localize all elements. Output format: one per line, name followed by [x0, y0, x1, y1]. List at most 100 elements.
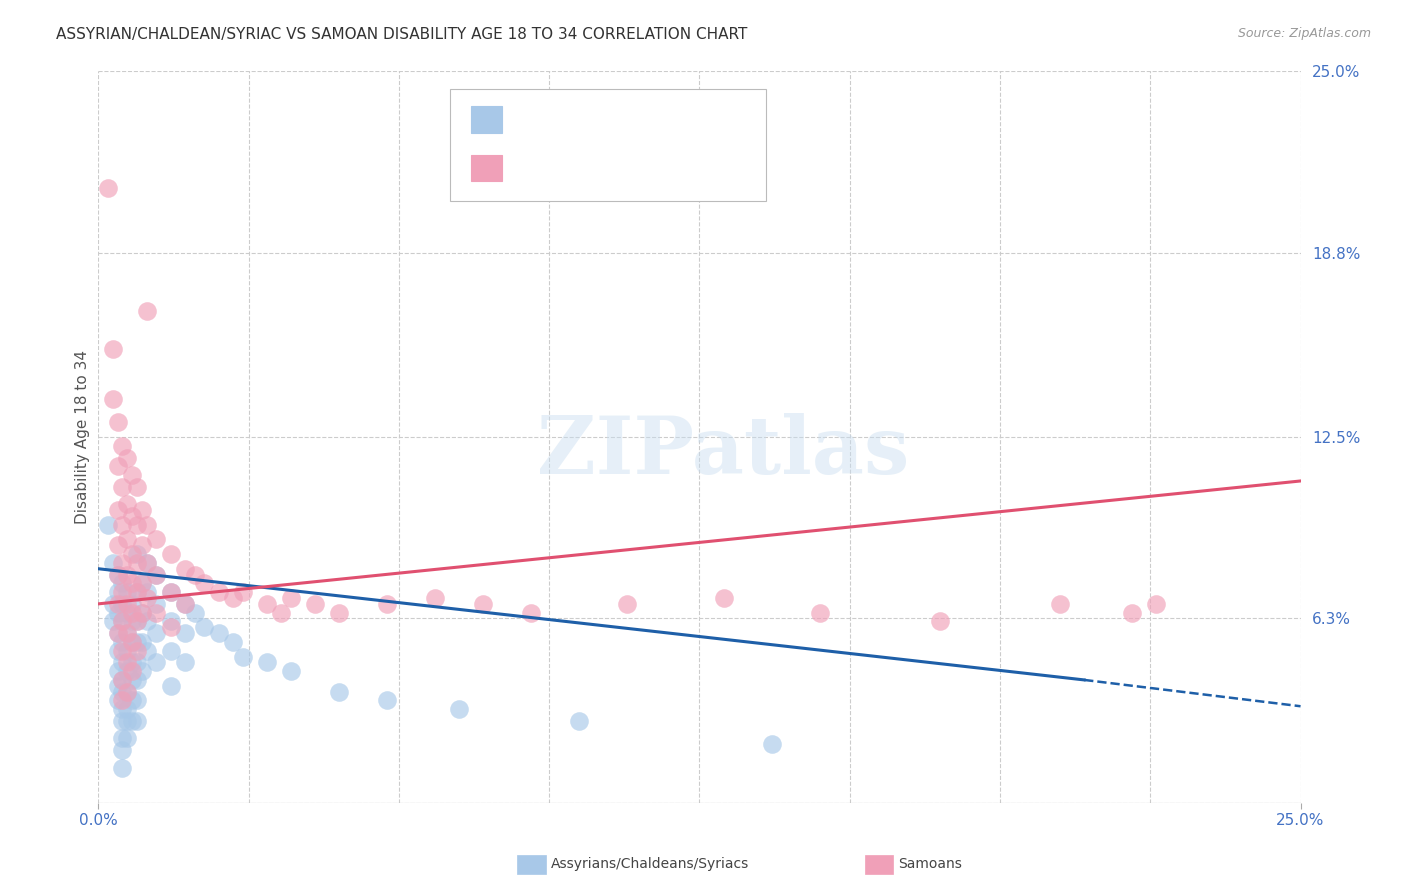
Point — [131, 606, 153, 620]
Point — [222, 591, 245, 605]
Point — [121, 714, 143, 728]
Point — [111, 439, 134, 453]
Point — [117, 450, 139, 465]
Point — [145, 597, 167, 611]
Point — [117, 684, 139, 698]
Point — [121, 576, 143, 591]
Point — [111, 731, 134, 746]
Point — [111, 761, 134, 775]
Point — [125, 643, 148, 657]
Point — [174, 626, 197, 640]
Point — [121, 547, 143, 561]
Point — [111, 597, 134, 611]
Point — [107, 626, 129, 640]
Point — [117, 656, 139, 670]
Point — [121, 635, 143, 649]
Point — [111, 585, 134, 599]
Text: -0.257: -0.257 — [553, 112, 610, 128]
Point — [111, 743, 134, 757]
Text: R =: R = — [513, 161, 548, 176]
Point — [101, 556, 124, 570]
Point — [222, 635, 245, 649]
Point — [111, 643, 134, 657]
Point — [159, 547, 181, 561]
Point — [125, 635, 148, 649]
Point — [111, 517, 134, 532]
Point — [111, 684, 134, 698]
Point — [256, 656, 278, 670]
Point — [107, 459, 129, 474]
Point — [131, 606, 153, 620]
Point — [159, 615, 181, 629]
Point — [131, 635, 153, 649]
Point — [111, 714, 134, 728]
Text: N =: N = — [623, 161, 659, 176]
Point — [107, 567, 129, 582]
Point — [125, 615, 148, 629]
Point — [472, 597, 495, 611]
Point — [808, 606, 831, 620]
Point — [107, 416, 129, 430]
Point — [375, 597, 398, 611]
Point — [125, 693, 148, 707]
Point — [125, 585, 148, 599]
Point — [121, 693, 143, 707]
Point — [159, 620, 181, 634]
Point — [117, 567, 139, 582]
Point — [107, 643, 129, 657]
Point — [117, 585, 139, 599]
Point — [117, 606, 139, 620]
Point — [117, 684, 139, 698]
Point — [125, 585, 148, 599]
Point — [125, 556, 148, 570]
Point — [125, 673, 148, 687]
Point — [111, 673, 134, 687]
Point — [159, 643, 181, 657]
Point — [107, 606, 129, 620]
Text: Source: ZipAtlas.com: Source: ZipAtlas.com — [1237, 27, 1371, 40]
Point — [117, 664, 139, 678]
Point — [131, 503, 153, 517]
Point — [121, 606, 143, 620]
Point — [135, 643, 157, 657]
Point — [117, 497, 139, 511]
Point — [1144, 597, 1167, 611]
Point — [423, 591, 446, 605]
Point — [125, 714, 148, 728]
Point — [328, 606, 350, 620]
Point — [107, 538, 129, 552]
Point — [107, 597, 129, 611]
Point — [107, 626, 129, 640]
Point — [117, 597, 139, 611]
Point — [145, 656, 167, 670]
Point — [121, 597, 143, 611]
Point — [447, 702, 470, 716]
Point — [125, 517, 148, 532]
Point — [159, 585, 181, 599]
Point — [270, 606, 292, 620]
Point — [117, 643, 139, 657]
Point — [1049, 597, 1071, 611]
Point — [107, 567, 129, 582]
Point — [375, 693, 398, 707]
Point — [121, 635, 143, 649]
Point — [135, 615, 157, 629]
Point — [111, 673, 134, 687]
Point — [117, 702, 139, 716]
Point — [135, 304, 157, 318]
Text: ZIPatlas: ZIPatlas — [537, 413, 910, 491]
Point — [232, 649, 254, 664]
Point — [280, 591, 302, 605]
Point — [125, 656, 148, 670]
Point — [761, 737, 783, 751]
Point — [135, 517, 157, 532]
Point — [208, 626, 231, 640]
Point — [125, 547, 148, 561]
Point — [117, 714, 139, 728]
Text: 0.148: 0.148 — [553, 161, 609, 176]
Point — [111, 556, 134, 570]
Point — [101, 392, 124, 406]
Point — [121, 615, 143, 629]
Point — [131, 576, 153, 591]
Text: R =: R = — [513, 112, 548, 128]
